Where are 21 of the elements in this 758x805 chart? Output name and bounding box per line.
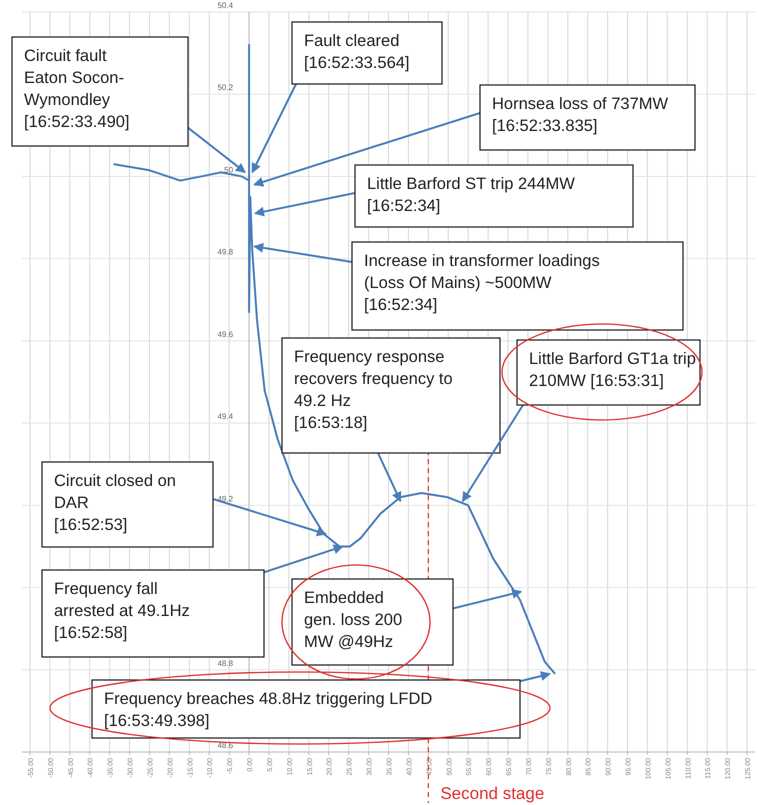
y-tick-label: 49.6 — [217, 330, 234, 339]
annotation: Hornsea loss of 737MW [16:52:33.835] — [492, 95, 668, 135]
annotation: Increase in transformer loadings (Loss Of Mains) ~500MW [16:52:34] — [364, 252, 600, 314]
annotation: Embedded gen. loss 200 MW @49Hz — [304, 589, 402, 651]
annotation: Frequency response recovers frequency to 49.2 Hz [16:53:18] — [294, 348, 453, 432]
y-tick-label: 49.4 — [217, 412, 234, 422]
annotation: Frequency fall arrested at 49.1Hz [16:52:58] — [54, 580, 190, 642]
y-tick-label: 50.2 — [217, 83, 234, 92]
ref-line-label: Second stage — [440, 784, 544, 803]
y-tick-label: 49.2 — [217, 494, 234, 504]
y-tick-label: 48.8 — [217, 658, 234, 668]
annotation: Frequency breaches 48.8Hz triggering LFDD [16:53:49.398] — [104, 690, 432, 730]
annotation: Little Barford GT1a trip 210MW [16:53:31] — [529, 350, 696, 390]
annotation: Little Barford ST trip 244MW [16:52:34] — [367, 175, 576, 215]
y-tick-label: 50 — [224, 165, 234, 174]
annotation: Circuit fault Eaton Socon- Wymondley [16:52:33.490] — [24, 47, 130, 131]
y-tick-label: 50.4 — [217, 1, 234, 10]
annotation: Fault cleared [16:52:33.564] — [304, 32, 410, 72]
y-tick-label: 48.6 — [217, 741, 234, 750]
y-tick-label: 49.8 — [217, 248, 234, 257]
annotation: Circuit closed on DAR [16:52:53] — [54, 472, 176, 534]
